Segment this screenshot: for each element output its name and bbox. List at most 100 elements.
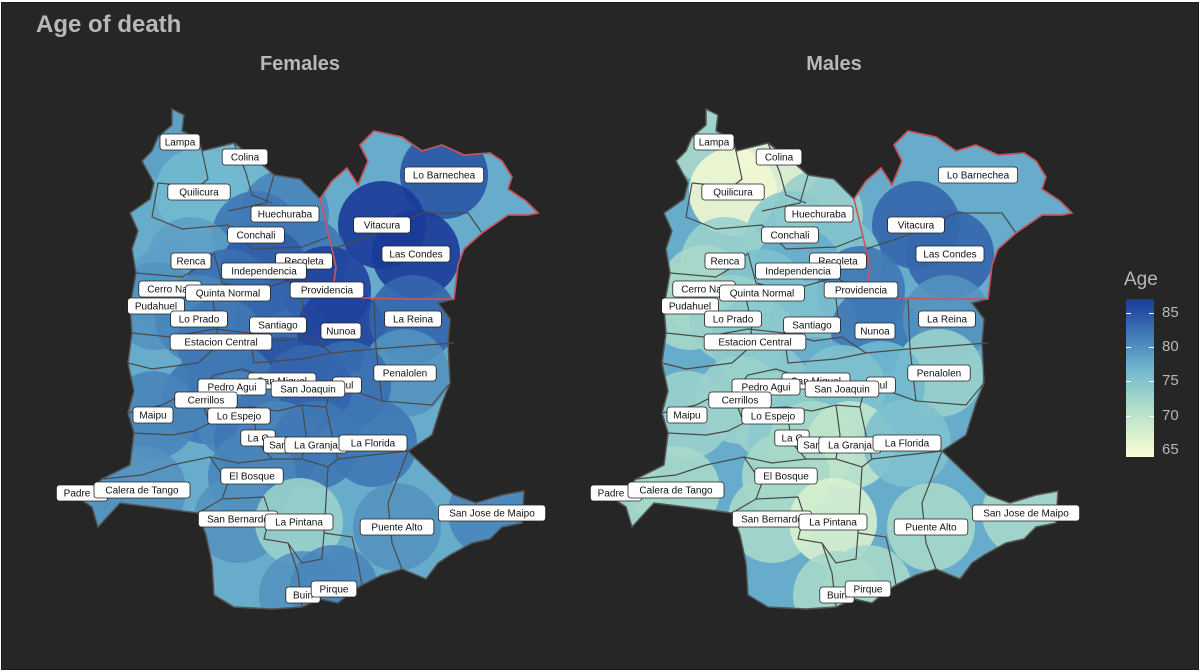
- legend-tick-mark: [1126, 415, 1131, 417]
- legend-tick-mark: [1126, 312, 1131, 314]
- commune-label-lo-barnechea: Lo Barnechea: [403, 166, 484, 184]
- label-box: [93, 481, 191, 499]
- label-text: Puente Alto: [371, 523, 423, 534]
- commune-label-las-condes: Las Condes: [915, 245, 985, 263]
- commune-label-la-florida: La Florida: [338, 434, 408, 452]
- label-box: [666, 406, 708, 424]
- district-border: [323, 532, 363, 586]
- label-text: Pirque: [320, 585, 349, 596]
- label-text: Providencia: [835, 286, 888, 297]
- label-box: [353, 216, 411, 234]
- commune-label-la-reina: La Reina: [384, 310, 442, 328]
- legend-tick-mark: [1126, 450, 1131, 452]
- commune-label-maipu: Maipu: [132, 406, 174, 424]
- legend-tick-mark: [1126, 381, 1131, 383]
- label-text: La Reina: [927, 315, 967, 326]
- label-box: [719, 284, 805, 302]
- commune-label-cerrillos: Cerrillos: [708, 391, 772, 409]
- district-border: [213, 382, 333, 412]
- label-text: Penalolen: [383, 369, 427, 380]
- label-text: Buin: [293, 591, 313, 602]
- label-box: [754, 467, 818, 485]
- commune-label-lo-prado: Lo Prado: [170, 310, 228, 328]
- label-text: Independencia: [765, 267, 831, 278]
- label-box: [823, 281, 899, 299]
- commune-label-el-bosque: El Bosque: [754, 467, 818, 485]
- commune-label-quinta-normal: Quinta Normal: [185, 284, 271, 302]
- label-text: Las Condes: [923, 250, 976, 261]
- commune-label-san-joaquin: San Joaquin: [270, 380, 346, 398]
- label-text: Pudahuel: [135, 302, 177, 313]
- label-text: Lampa: [699, 138, 730, 149]
- label-text: Colina: [231, 153, 260, 164]
- label-box: [169, 333, 273, 351]
- label-text: Pirque: [854, 585, 883, 596]
- label-box: [289, 281, 365, 299]
- label-text: Renca: [711, 257, 740, 268]
- label-box: [359, 518, 435, 536]
- commune-label-independencia: Independencia: [221, 262, 307, 280]
- label-box: [174, 391, 238, 409]
- label-text: cul: [341, 381, 354, 392]
- commune-label-lampa: Lampa: [159, 133, 201, 151]
- commune-label-las-condes: Las Condes: [381, 245, 451, 263]
- label-text: Padre H: [64, 489, 101, 500]
- commune-label-independencia: Independencia: [755, 262, 841, 280]
- commune-label-quilicura: Quilicura: [701, 183, 765, 201]
- label-text: La Granja: [828, 441, 872, 452]
- label-box: [132, 406, 174, 424]
- commune-label-huechuraba: Huechuraba: [784, 205, 854, 223]
- label-text: Estacion Central: [184, 338, 257, 349]
- label-box: [627, 481, 725, 499]
- legend-tick-label: 65: [1162, 441, 1179, 459]
- label-box: [755, 262, 841, 280]
- label-box: [938, 166, 1019, 184]
- district-border: [761, 174, 809, 212]
- commune-label-lo-barnechea: Lo Barnechea: [938, 166, 1019, 184]
- label-text: Colina: [765, 153, 794, 164]
- label-text: Huechuraba: [792, 210, 847, 221]
- label-box: [887, 216, 945, 234]
- label-box: [798, 513, 868, 531]
- label-box: [373, 364, 437, 382]
- commune-label-lo-prado: Lo Prado: [704, 310, 762, 328]
- district-border: [151, 182, 329, 250]
- label-text: Quilicura: [179, 188, 219, 199]
- label-text: Conchali: [237, 231, 276, 242]
- label-box: [403, 166, 484, 184]
- label-box: [907, 364, 971, 382]
- label-box: [703, 333, 807, 351]
- commune-label-estacion-central: Estacion Central: [703, 333, 807, 351]
- map-panel-females: Lampa Colina Quilicura Lo Barnechea Huechura…: [56, 107, 546, 610]
- commune-label-la-granja: La Granja: [284, 436, 348, 454]
- legend-tick-mark: [1149, 347, 1154, 349]
- commune-label-la-pintana: La Pintana: [798, 513, 868, 531]
- label-box: [844, 580, 892, 598]
- label-text: Lo Espejo: [751, 412, 796, 423]
- label-text: Lo Prado: [179, 315, 220, 326]
- label-box: [310, 580, 358, 598]
- label-text: Lo Prado: [713, 315, 754, 326]
- district-border: [685, 182, 863, 250]
- label-text: Lo Espejo: [217, 412, 262, 423]
- commune-label-conchali: Conchali: [227, 226, 285, 244]
- label-box: [784, 205, 854, 223]
- commune-label-la-florida: La Florida: [872, 434, 942, 452]
- label-box: [221, 262, 307, 280]
- label-text: Santiago: [792, 321, 832, 332]
- commune-label-puente-alto: Puente Alto: [359, 518, 435, 536]
- label-text: Renca: [177, 257, 206, 268]
- label-text: Quinta Normal: [730, 289, 794, 300]
- commune-label-pirque: Pirque: [310, 580, 358, 598]
- label-text: La Granja: [294, 441, 338, 452]
- label-box: [741, 407, 805, 425]
- commune-label-puente-alto: Puente Alto: [893, 518, 969, 536]
- label-box: [704, 310, 762, 328]
- label-text: Puente Alto: [905, 523, 957, 534]
- label-box: [170, 252, 212, 270]
- label-box: [893, 518, 969, 536]
- label-text: Recoleta: [284, 257, 324, 268]
- label-text: La Pintana: [275, 518, 323, 529]
- commune-label-san-joaquin: San Joaquin: [804, 380, 880, 398]
